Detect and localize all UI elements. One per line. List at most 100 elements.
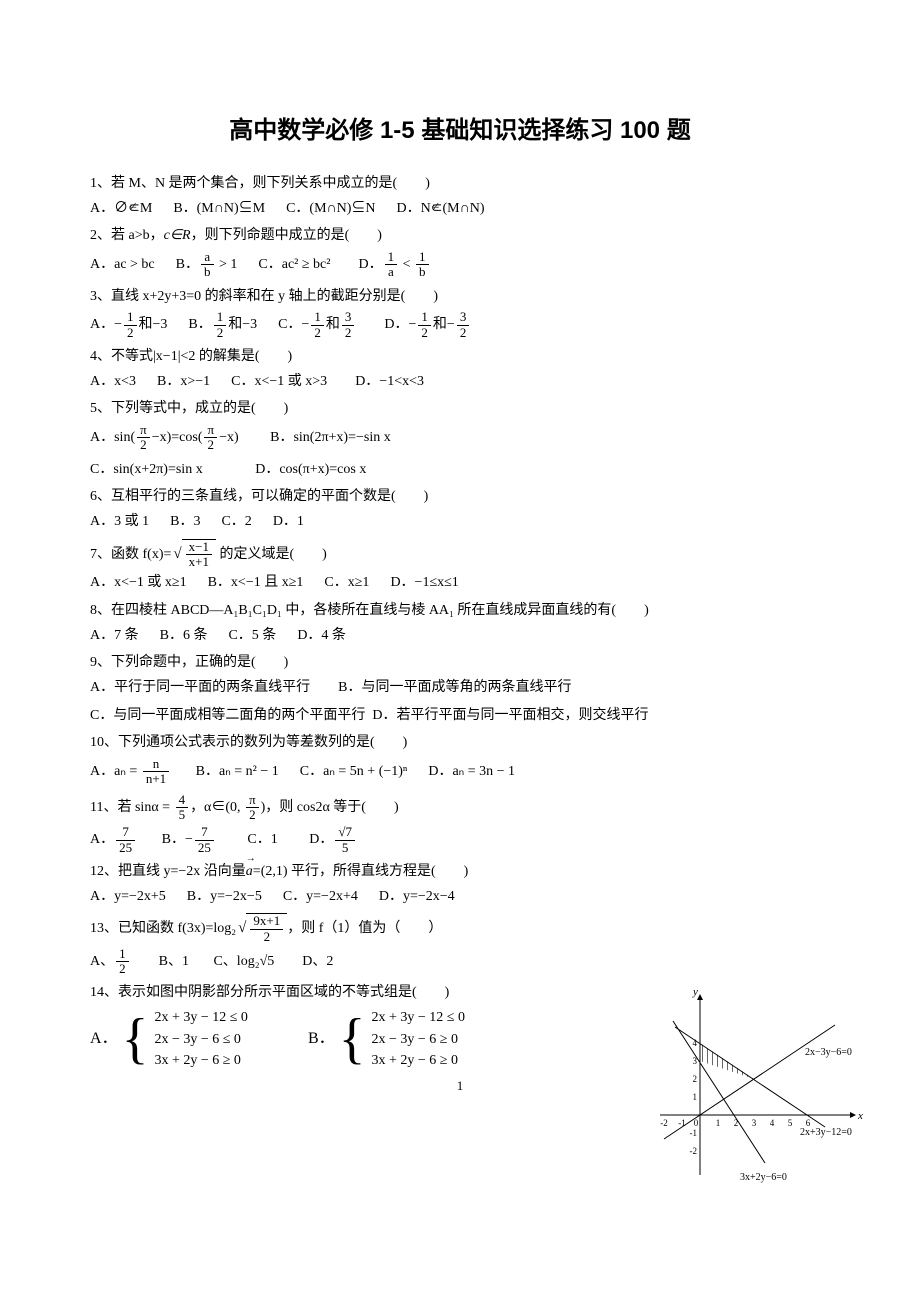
q13-stem-pre: 13、已知函数 f(3x)=log₂	[90, 921, 236, 936]
question-9: 9、下列命题中，正确的是( )	[90, 652, 830, 674]
question-5-options-2: C．sin(x+2π)=sin x D．cos(π+x)=cos x	[90, 459, 830, 481]
q6-D: D．1	[273, 514, 304, 529]
q12-B: B．y=−2x−5	[187, 889, 262, 904]
svg-text:2: 2	[734, 1118, 739, 1128]
q10-B: B．aₙ = n² − 1	[196, 764, 279, 779]
q14-B: B． { 2x + 3y − 12 ≤ 0 2x − 3y − 6 ≥ 0 3x…	[308, 1007, 465, 1072]
q11-C: C．1	[247, 832, 277, 847]
svg-text:4: 4	[693, 1038, 698, 1048]
brace-content: 2x + 3y − 12 ≤ 0 2x − 3y − 6 ≤ 0 3x + 2y…	[154, 1007, 247, 1072]
numerator: a	[201, 250, 214, 264]
fraction: 725	[116, 825, 135, 855]
q7-D: D．−1≤x≤1	[390, 575, 458, 590]
q7-stem-post: 的定义域是( )	[216, 547, 327, 562]
numerator: 1	[116, 947, 129, 961]
q13-B: B、1	[159, 954, 189, 969]
q11-B-pre: B．−	[162, 832, 193, 847]
denominator: 2	[246, 807, 259, 822]
q10-C: C．aₙ = 5n + (−1)ⁿ	[300, 764, 408, 779]
denominator: x+1	[186, 554, 212, 569]
q6-B: B．3	[170, 514, 200, 529]
q9-C: C．与同一平面成相等二面角的两个平面平行	[90, 708, 365, 723]
question-7-options: A．x<−1 或 x≥1 B．x<−1 且 x≥1 C．x≥1 D．−1≤x≤1	[90, 572, 830, 594]
numerator: √7	[335, 825, 355, 839]
fraction: π2	[204, 423, 217, 453]
q2-stem-mid: c∈R	[164, 228, 191, 243]
denominator: 2	[137, 437, 150, 452]
q3-C-mid: 和	[326, 317, 340, 332]
question-5-options: A．sin(π2−x)=cos(π2−x) B．sin(2π+x)=−sin x	[90, 423, 830, 453]
q4-D: D．−1<x<3	[355, 374, 424, 389]
denominator: 2	[418, 325, 431, 340]
denominator: 2	[311, 325, 324, 340]
less-than: <	[399, 257, 414, 272]
question-3-options: A．−12和−3 B．12和−3 C．−12和32 D．−12和−32	[90, 310, 830, 340]
q3-A-pre: A．−	[90, 317, 122, 332]
q10-D: D．aₙ = 3n − 1	[428, 764, 515, 779]
numerator: 4	[176, 793, 189, 807]
q6-C: C．2	[221, 514, 251, 529]
q12-A: A．y=−2x+5	[90, 889, 166, 904]
question-12: 12、把直线 y=−2x 沿向量a=(2,1) 平行，所得直线方程是( )	[90, 861, 830, 883]
q12-stem-pre: 12、把直线 y=−2x 沿向量	[90, 864, 246, 879]
numerator: 3	[342, 310, 355, 324]
numerator: π	[137, 423, 150, 437]
q8-C: C．5 条	[228, 628, 276, 643]
fraction: 9x+12	[250, 914, 283, 944]
q1-D-after: (M∩N)	[443, 201, 485, 216]
q2-stem-pre: 2、若 a>b，	[90, 228, 164, 243]
left-brace-icon: {	[339, 1016, 366, 1064]
q7-C: C．x≥1	[324, 575, 369, 590]
fraction: 45	[176, 793, 189, 823]
q8-D: D．4 条	[297, 628, 346, 643]
fraction: 12	[116, 947, 129, 977]
sqrt: x−1x+1	[171, 539, 216, 570]
denominator: 5	[176, 807, 189, 822]
denominator: 2	[116, 961, 129, 976]
q14-A1: 2x + 3y − 12 ≤ 0	[154, 1007, 247, 1029]
q14-B3: 3x + 2y − 6 ≥ 0	[372, 1050, 465, 1072]
fraction: π2	[137, 423, 150, 453]
q14-A2: 2x − 3y − 6 ≤ 0	[154, 1029, 247, 1051]
fraction: 32	[457, 310, 470, 340]
svg-text:-2: -2	[660, 1118, 668, 1128]
fraction: 1a	[385, 250, 398, 280]
q3-B-pre: B．	[188, 317, 211, 332]
numerator: 1	[416, 250, 429, 264]
q1-C: C．(M∩N)⊆N	[286, 201, 375, 216]
svg-text:1: 1	[716, 1118, 721, 1128]
q5-B: B．sin(2π+x)=−sin x	[270, 430, 391, 445]
q5-A-post: −x)	[219, 430, 239, 445]
question-5: 5、下列等式中，成立的是( )	[90, 398, 830, 420]
q14-A-label: A．	[90, 1030, 118, 1047]
question-10-options: A．aₙ = nn+1 B．aₙ = n² − 1 C．aₙ = 5n + (−…	[90, 757, 830, 787]
q4-C: C．x<−1 或 x>3	[231, 374, 327, 389]
q12-D: D．y=−2x−4	[379, 889, 455, 904]
numerator: 1	[385, 250, 398, 264]
fraction: 12	[214, 310, 227, 340]
question-7: 7、函数 f(x)=x−1x+1 的定义域是( )	[90, 539, 830, 570]
q3-B-post: 和−3	[228, 317, 257, 332]
svg-text:-2: -2	[690, 1146, 698, 1156]
fraction: 32	[342, 310, 355, 340]
q3-A-post: 和−3	[139, 317, 168, 332]
fraction: nn+1	[143, 757, 169, 787]
q11-stem-post: )，则 cos2α 等于( )	[261, 800, 399, 815]
question-6: 6、互相平行的三条直线，可以确定的平面个数是( )	[90, 486, 830, 508]
q1-A-after: M	[140, 201, 152, 216]
question-1-options: A．∅⊂≠M B．(M∩N)⊆M C．(M∩N)⊆N D．N⊂≠(M∩N)	[90, 198, 830, 220]
x-axis-label: x	[857, 1110, 863, 1122]
fraction: √75	[335, 825, 355, 855]
denominator: a	[385, 264, 398, 279]
numerator: 1	[124, 310, 137, 324]
numerator: 1	[418, 310, 431, 324]
q11-D-pre: D．	[309, 832, 333, 847]
q2-B-pre: B．	[176, 257, 199, 272]
page-title: 高中数学必修 1-5 基础知识选择练习 100 题	[90, 110, 830, 145]
svg-text:-1: -1	[690, 1128, 698, 1138]
denominator: 2	[342, 325, 355, 340]
sqrt: 9x+12	[236, 913, 287, 944]
question-8: 8、在四棱柱 ABCD—A₁B₁C₁D₁ 中，各棱所在直线与棱 AA₁ 所在直线…	[90, 600, 830, 622]
q14-B1: 2x + 3y − 12 ≤ 0	[372, 1007, 465, 1029]
fraction: 12	[311, 310, 324, 340]
